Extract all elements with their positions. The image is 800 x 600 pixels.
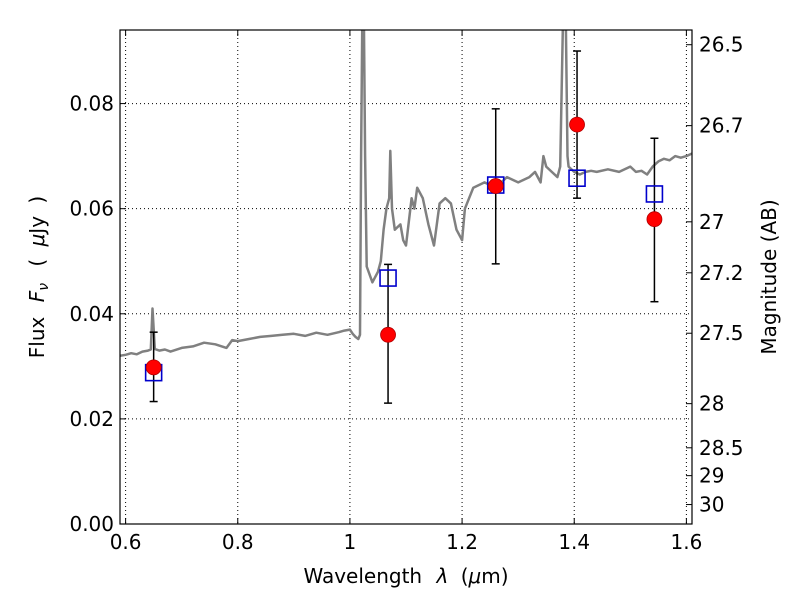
y2-tick-label: 30	[699, 493, 724, 517]
y2-tick-label: 29	[699, 464, 724, 488]
observed-point-circle	[487, 178, 504, 194]
observed-point-circle	[569, 116, 585, 133]
model-point-square	[568, 169, 586, 187]
x-tick-label: 1	[344, 530, 357, 554]
y-tick-label: 0.06	[69, 197, 114, 221]
plot-frame	[119, 29, 693, 525]
y2-axis-label: Magnitude (AB)	[757, 199, 781, 354]
x-tick-label: 1.6	[670, 530, 702, 554]
y2-tick-label: 27.5	[699, 321, 744, 345]
observed-point-circle	[646, 211, 663, 228]
grid-lines	[120, 30, 692, 525]
x-tick-label: 0.8	[222, 530, 254, 554]
y-tick-label: 0.02	[69, 407, 114, 431]
y2-tick-label: 27	[699, 210, 724, 234]
y-tick-label: 0.04	[69, 302, 114, 326]
y-axis-label: Flux Fν ( μJy )	[25, 196, 53, 358]
x-tick-label: 1.4	[558, 530, 590, 554]
model-photometry-series	[144, 169, 664, 382]
x-axis-label: Wavelength λ (μm)	[303, 564, 508, 588]
y2-tick-label: 26.5	[699, 33, 744, 57]
spectrum-series	[120, 30, 692, 358]
observed-photometry-series	[145, 116, 663, 376]
axis-tick-labels: 0.6 0.8 1 1.2 1.4 1.6 0.00 0.02 0.04 0.06 0.08 26.5…	[69, 33, 743, 554]
y2-tick-label: 28	[699, 392, 724, 416]
y-tick-label: 0.08	[69, 92, 114, 116]
x-tick-label: 1.2	[446, 530, 478, 554]
y2-tick-label: 27.2	[699, 261, 744, 285]
spectrum-line	[120, 30, 692, 358]
x-tick-label: 0.6	[110, 530, 142, 554]
model-point-square	[379, 269, 397, 287]
observed-point-circle	[145, 359, 162, 376]
axis-ticks	[120, 30, 692, 525]
observed-point-circle	[380, 326, 396, 343]
y2-tick-label: 26.7	[699, 114, 744, 138]
y2-tick-label: 28.5	[699, 436, 744, 460]
y-tick-label: 0.00	[69, 512, 114, 536]
model-point-square	[645, 185, 664, 203]
